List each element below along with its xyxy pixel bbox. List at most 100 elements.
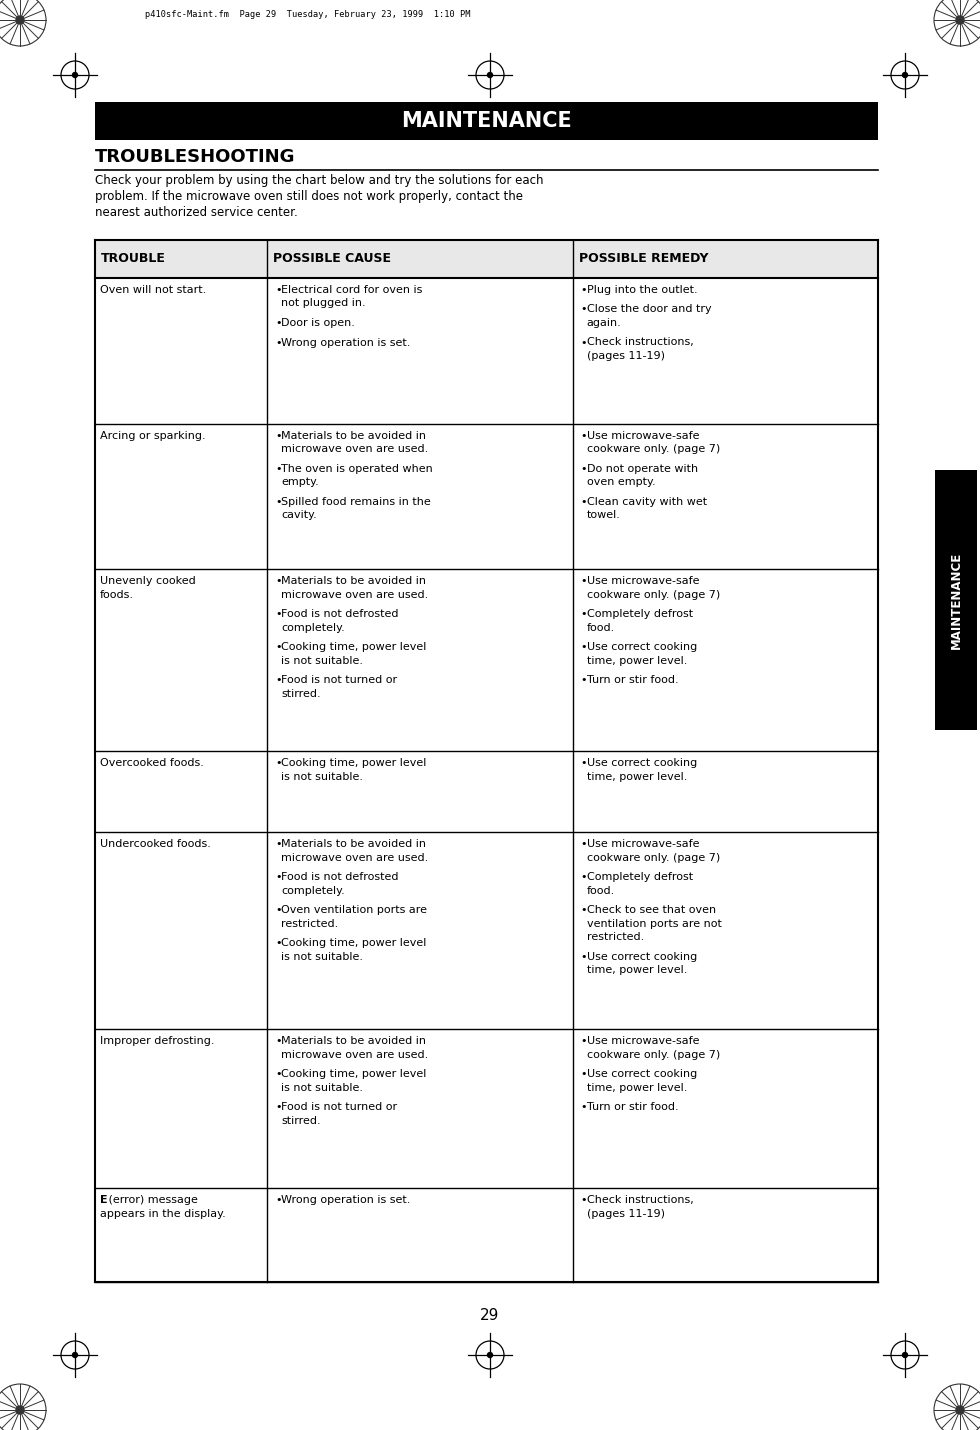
Text: Check to see that oven: Check to see that oven <box>587 905 715 915</box>
Text: nearest authorized service center.: nearest authorized service center. <box>95 206 298 219</box>
Text: time, power level.: time, power level. <box>587 772 687 782</box>
Text: TROUBLE: TROUBLE <box>101 253 166 266</box>
Text: Oven will not start.: Oven will not start. <box>100 285 206 295</box>
Text: TROUBLESHOOTING: TROUBLESHOOTING <box>95 147 296 166</box>
Circle shape <box>956 16 964 24</box>
Text: •: • <box>275 642 282 652</box>
Text: •: • <box>275 1035 282 1045</box>
Circle shape <box>903 73 907 77</box>
Text: •: • <box>580 1035 587 1045</box>
Text: Wrong operation is set.: Wrong operation is set. <box>281 1195 411 1205</box>
Text: (pages 11-19): (pages 11-19) <box>587 350 664 360</box>
Text: is not suitable.: is not suitable. <box>281 656 364 666</box>
Circle shape <box>73 73 77 77</box>
Text: •: • <box>275 317 282 327</box>
Text: towel.: towel. <box>587 511 620 521</box>
Text: Turn or stir food.: Turn or stir food. <box>587 675 678 685</box>
Text: Cooking time, power level: Cooking time, power level <box>281 1070 426 1080</box>
Text: Plug into the outlet.: Plug into the outlet. <box>587 285 697 295</box>
Text: •: • <box>580 430 587 440</box>
Circle shape <box>73 1353 77 1357</box>
Text: is not suitable.: is not suitable. <box>281 952 364 961</box>
Text: •: • <box>580 758 587 768</box>
Text: p410sfc-Maint.fm  Page 29  Tuesday, February 23, 1999  1:10 PM: p410sfc-Maint.fm Page 29 Tuesday, Februa… <box>145 10 470 19</box>
Text: Wrong operation is set.: Wrong operation is set. <box>281 337 411 347</box>
Text: Check instructions,: Check instructions, <box>587 1195 694 1205</box>
Text: •: • <box>580 952 587 961</box>
Text: •: • <box>580 1195 587 1205</box>
Text: stirred.: stirred. <box>281 689 320 699</box>
Circle shape <box>16 16 24 24</box>
Text: restricted.: restricted. <box>281 918 338 928</box>
Text: The oven is operated when: The oven is operated when <box>281 463 433 473</box>
Text: restricted.: restricted. <box>587 932 644 942</box>
Text: •: • <box>275 905 282 915</box>
Text: microwave oven are used.: microwave oven are used. <box>281 589 428 599</box>
Text: Completely defrost: Completely defrost <box>587 609 693 619</box>
Text: again.: again. <box>587 317 621 327</box>
Text: Oven ventilation ports are: Oven ventilation ports are <box>281 905 427 915</box>
Text: microwave oven are used.: microwave oven are used. <box>281 445 428 455</box>
Text: •: • <box>275 758 282 768</box>
Circle shape <box>487 73 493 77</box>
Text: Use microwave-safe: Use microwave-safe <box>587 430 699 440</box>
Text: •: • <box>580 675 587 685</box>
Text: cookware only. (page 7): cookware only. (page 7) <box>587 852 720 862</box>
Text: MAINTENANCE: MAINTENANCE <box>401 112 572 132</box>
Text: •: • <box>275 285 282 295</box>
Text: completely.: completely. <box>281 885 345 895</box>
Text: Use correct cooking: Use correct cooking <box>587 642 697 652</box>
Text: microwave oven are used.: microwave oven are used. <box>281 1050 428 1060</box>
Text: Door is open.: Door is open. <box>281 317 355 327</box>
Text: food.: food. <box>587 623 614 633</box>
Text: POSSIBLE CAUSE: POSSIBLE CAUSE <box>273 253 391 266</box>
Text: •: • <box>580 463 587 473</box>
Text: •: • <box>275 675 282 685</box>
Text: (error) message: (error) message <box>105 1195 198 1205</box>
Text: Cooking time, power level: Cooking time, power level <box>281 642 426 652</box>
Text: •: • <box>275 872 282 882</box>
Text: time, power level.: time, power level. <box>587 1083 687 1093</box>
Text: Cooking time, power level: Cooking time, power level <box>281 938 426 948</box>
Text: •: • <box>580 839 587 849</box>
Text: •: • <box>275 430 282 440</box>
Text: is not suitable.: is not suitable. <box>281 772 364 782</box>
Circle shape <box>956 1406 964 1414</box>
Text: Unevenly cooked: Unevenly cooked <box>100 576 196 586</box>
Text: •: • <box>275 1195 282 1205</box>
Text: ventilation ports are not: ventilation ports are not <box>587 918 721 928</box>
Text: •: • <box>580 872 587 882</box>
Text: Materials to be avoided in: Materials to be avoided in <box>281 839 426 849</box>
Text: Turn or stir food.: Turn or stir food. <box>587 1103 678 1113</box>
Text: Clean cavity with wet: Clean cavity with wet <box>587 496 707 506</box>
Text: microwave oven are used.: microwave oven are used. <box>281 852 428 862</box>
Text: E: E <box>100 1195 108 1205</box>
Text: •: • <box>275 938 282 948</box>
Text: •: • <box>580 576 587 586</box>
Text: Materials to be avoided in: Materials to be avoided in <box>281 576 426 586</box>
Text: Materials to be avoided in: Materials to be avoided in <box>281 1035 426 1045</box>
Text: •: • <box>275 1070 282 1080</box>
Text: cookware only. (page 7): cookware only. (page 7) <box>587 445 720 455</box>
Text: Use correct cooking: Use correct cooking <box>587 758 697 768</box>
Text: •: • <box>580 642 587 652</box>
Text: cookware only. (page 7): cookware only. (page 7) <box>587 1050 720 1060</box>
Text: Spilled food remains in the: Spilled food remains in the <box>281 496 431 506</box>
Text: Completely defrost: Completely defrost <box>587 872 693 882</box>
Text: •: • <box>275 496 282 506</box>
Text: Do not operate with: Do not operate with <box>587 463 698 473</box>
Text: time, power level.: time, power level. <box>587 965 687 975</box>
Text: (pages 11-19): (pages 11-19) <box>587 1208 664 1218</box>
Text: Electrical cord for oven is: Electrical cord for oven is <box>281 285 422 295</box>
Text: Cooking time, power level: Cooking time, power level <box>281 758 426 768</box>
Text: MAINTENANCE: MAINTENANCE <box>950 552 962 649</box>
Text: •: • <box>580 1103 587 1113</box>
Text: •: • <box>580 496 587 506</box>
Text: not plugged in.: not plugged in. <box>281 299 366 309</box>
Text: Food is not defrosted: Food is not defrosted <box>281 609 399 619</box>
Text: empty.: empty. <box>281 478 319 488</box>
Text: •: • <box>275 609 282 619</box>
Text: appears in the display.: appears in the display. <box>100 1208 225 1218</box>
Text: foods.: foods. <box>100 589 134 599</box>
Circle shape <box>903 1353 907 1357</box>
